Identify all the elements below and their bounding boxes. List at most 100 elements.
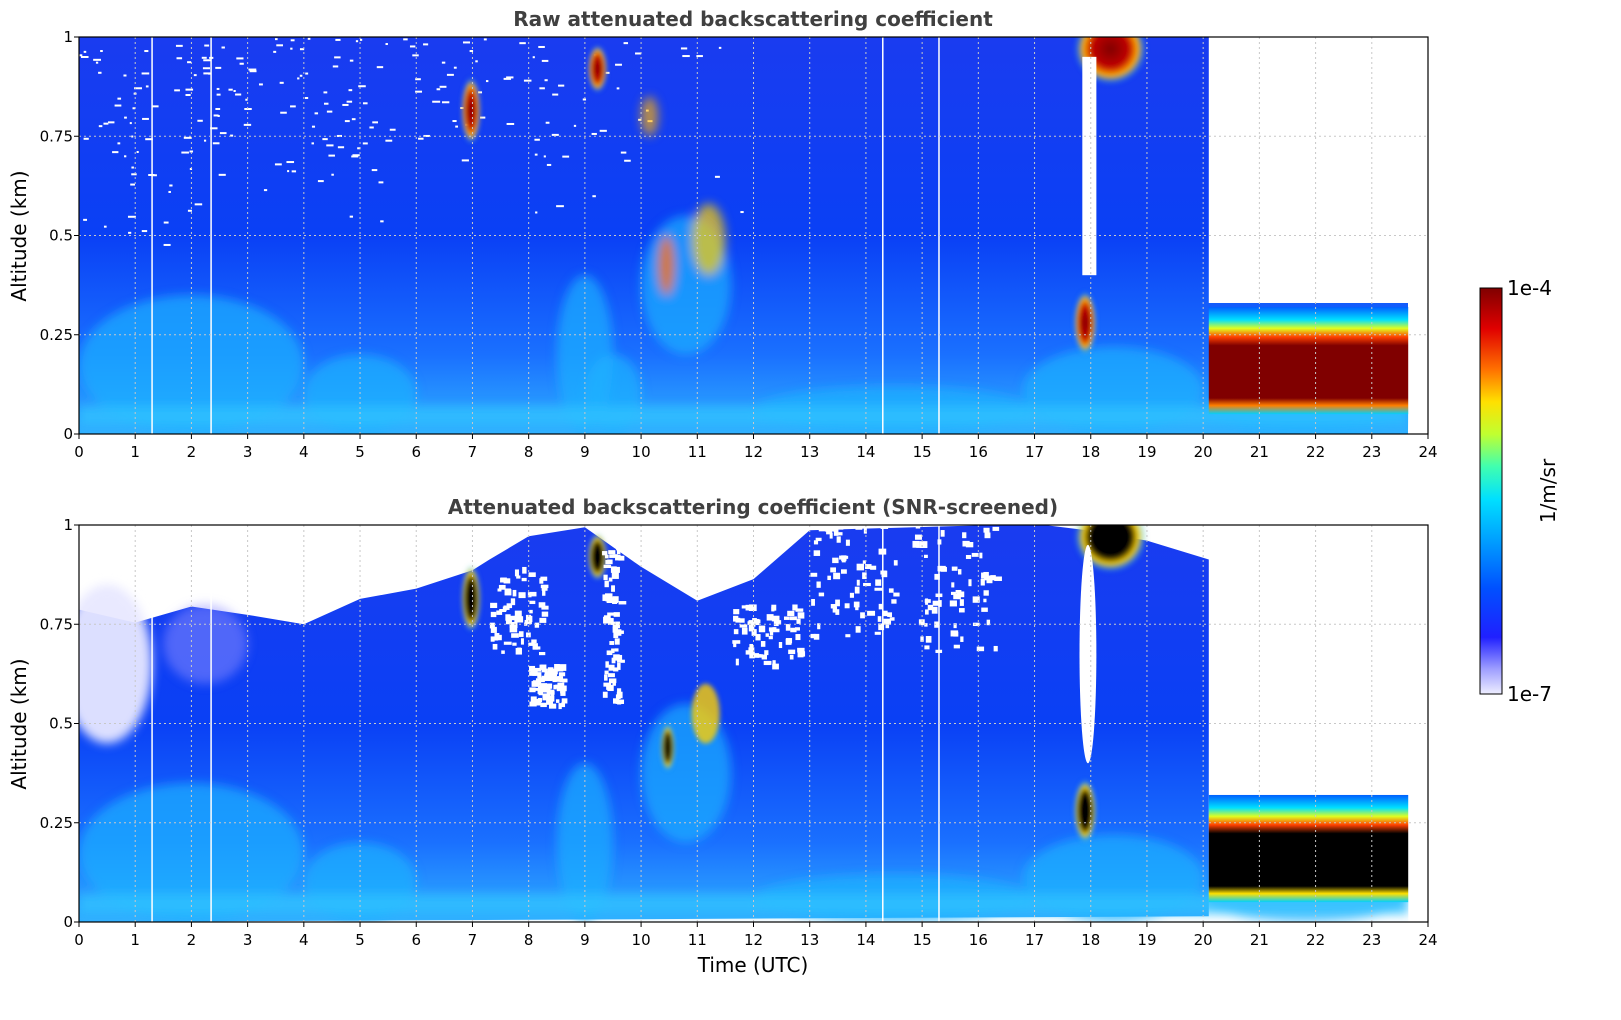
masked-pixel	[891, 599, 897, 604]
noise-pixel	[592, 195, 596, 198]
masked-pixel	[555, 684, 561, 689]
masked-pixel	[766, 614, 774, 621]
masked-pixel	[538, 685, 545, 690]
noise-pixel	[551, 133, 559, 136]
noise-pixel	[389, 128, 396, 131]
x-tick-label: 2	[187, 931, 197, 949]
masked-pixel	[541, 605, 549, 610]
masked-pixel	[836, 536, 841, 543]
masked-pixel	[789, 654, 794, 660]
x-tick-label: 11	[688, 443, 707, 461]
masked-pixel	[749, 643, 754, 649]
noise-pixel	[219, 132, 227, 135]
panel-screened-heatmap	[79, 525, 1428, 922]
masked-pixel	[503, 641, 512, 645]
masked-pixel	[529, 591, 537, 597]
masked-pixel	[856, 579, 860, 586]
masked-pixel	[874, 631, 881, 635]
masked-pixel	[927, 604, 934, 611]
masked-pixel	[606, 597, 614, 604]
noise-pixel	[236, 57, 244, 60]
noise-pixel	[175, 44, 183, 47]
masked-pixel	[613, 698, 620, 704]
masked-pixel	[931, 606, 938, 614]
noise-pixel	[304, 97, 309, 100]
masked-pixel	[497, 588, 502, 592]
noise-pixel	[83, 137, 89, 140]
x-tick-label: 23	[1362, 931, 1381, 949]
noise-pixel	[212, 142, 220, 145]
x-tick-label: 14	[856, 931, 875, 949]
colorbar-min-label: 1e-7	[1507, 682, 1552, 706]
masked-pixel	[498, 584, 506, 590]
masked-pixel	[538, 602, 546, 608]
masked-pixel	[883, 618, 892, 625]
masked-pixel	[525, 632, 531, 638]
noise-pixel	[169, 184, 173, 187]
noise-pixel	[215, 107, 221, 110]
noise-pixel	[462, 41, 471, 44]
masked-pixel	[490, 636, 495, 642]
masked-pixel	[983, 527, 990, 533]
noise-pixel	[378, 181, 384, 184]
masked-pixel	[934, 573, 940, 580]
y-tick-label: 0.5	[49, 715, 73, 733]
noise-pixel	[415, 90, 423, 93]
masked-pixel	[617, 688, 622, 696]
masked-pixel	[534, 622, 540, 628]
masked-pixel	[514, 569, 519, 577]
noise-pixel	[624, 159, 631, 162]
noise-pixel	[203, 59, 211, 62]
masked-pixel	[562, 678, 568, 683]
noise-pixel	[545, 121, 550, 124]
masked-pixel	[546, 699, 554, 705]
masked-pixel	[604, 670, 609, 675]
masked-pixel	[529, 600, 536, 605]
noise-pixel	[344, 120, 350, 123]
noise-pixel	[215, 66, 222, 69]
masked-pixel	[741, 627, 748, 635]
noise-pixel	[441, 101, 450, 104]
masked-pixel	[618, 555, 625, 561]
masked-pixel	[560, 685, 567, 692]
masked-pixel	[764, 650, 769, 656]
masked-pixel	[553, 684, 557, 690]
masked-pixel	[503, 605, 507, 611]
masked-pixel	[994, 576, 1002, 582]
masked-pixel	[493, 637, 499, 641]
masked-pixel	[549, 689, 553, 695]
masked-pixel	[795, 634, 801, 641]
x-tick-label: 4	[299, 931, 309, 949]
masked-pixel	[529, 671, 537, 676]
masked-pixel	[924, 645, 930, 650]
masked-pixel	[983, 598, 987, 603]
masked-pixel	[790, 627, 797, 633]
masked-pixel	[887, 612, 893, 617]
masked-pixel	[825, 526, 831, 532]
masked-pixel	[608, 621, 616, 625]
x-tick-label: 15	[913, 443, 932, 461]
masked-pixel	[838, 532, 843, 536]
masked-pixel	[540, 702, 547, 708]
noise-pixel	[355, 40, 359, 43]
noise-pixel	[337, 146, 345, 149]
noise-pixel	[235, 93, 242, 96]
noise-pixel	[233, 90, 236, 93]
x-tick-label: 7	[468, 931, 478, 949]
noise-pixel	[276, 44, 283, 47]
masked-pixel	[539, 683, 548, 687]
noise-pixel	[357, 147, 361, 150]
masked-pixel	[863, 527, 867, 534]
noise-pixel	[582, 98, 587, 101]
noise-pixel	[317, 180, 324, 183]
masked-pixel	[878, 603, 883, 610]
colorbar-gradient	[1479, 287, 1503, 695]
cloud-blob	[691, 203, 726, 276]
masked-pixel	[614, 648, 619, 652]
masked-pixel	[609, 554, 616, 558]
masked-pixel	[514, 610, 522, 618]
masked-pixel	[745, 604, 750, 611]
masked-pixel	[768, 636, 773, 640]
x-tick-label: 20	[1194, 931, 1213, 949]
masked-pixel	[612, 596, 619, 603]
